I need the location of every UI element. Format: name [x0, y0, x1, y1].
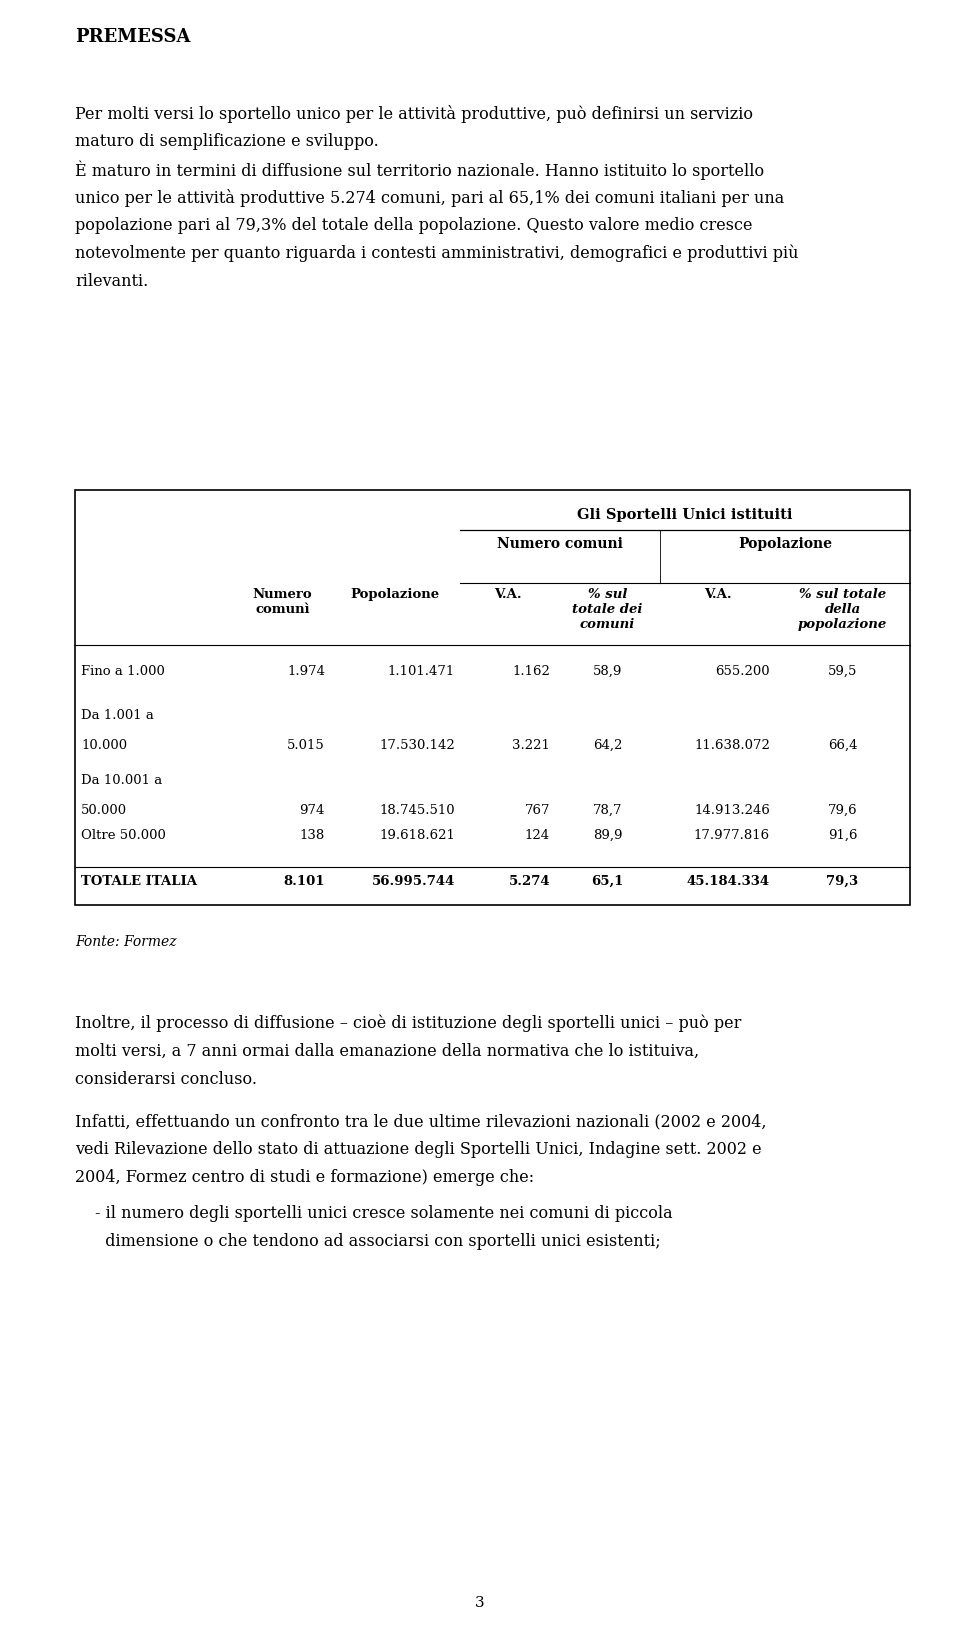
- Text: 19.618.621: 19.618.621: [379, 828, 455, 841]
- Text: 17.530.142: 17.530.142: [379, 738, 455, 751]
- Text: 124: 124: [525, 828, 550, 841]
- Text: Popolazione: Popolazione: [738, 537, 832, 552]
- Text: maturo di semplificazione e sviluppo.: maturo di semplificazione e sviluppo.: [75, 133, 379, 151]
- Text: 10.000: 10.000: [81, 738, 127, 751]
- Text: - il numero degli sportelli unici cresce solamente nei comuni di piccola: - il numero degli sportelli unici cresce…: [95, 1205, 673, 1221]
- Text: 1.101.471: 1.101.471: [388, 665, 455, 678]
- Text: vedi Rilevazione dello stato di attuazione degli Sportelli Unici, Indagine sett.: vedi Rilevazione dello stato di attuazio…: [75, 1141, 761, 1157]
- Text: 79,3: 79,3: [827, 876, 858, 887]
- Text: Gli Sportelli Unici istituiti: Gli Sportelli Unici istituiti: [577, 507, 793, 522]
- Text: % sul totale
della
popolazione: % sul totale della popolazione: [798, 588, 887, 630]
- Text: 767: 767: [524, 804, 550, 817]
- Text: V.A.: V.A.: [493, 588, 521, 601]
- Text: Oltre 50.000: Oltre 50.000: [81, 828, 166, 841]
- Text: 78,7: 78,7: [592, 804, 622, 817]
- Text: dimensione o che tendono ad associarsi con sportelli unici esistenti;: dimensione o che tendono ad associarsi c…: [95, 1233, 660, 1251]
- Text: 89,9: 89,9: [592, 828, 622, 841]
- Text: 59,5: 59,5: [828, 665, 857, 678]
- Text: 64,2: 64,2: [593, 738, 622, 751]
- Text: % sul
totale dei
comuni: % sul totale dei comuni: [572, 588, 642, 630]
- Text: Da 10.001 a: Da 10.001 a: [81, 774, 162, 787]
- Text: Fino a 1.000: Fino a 1.000: [81, 665, 165, 678]
- Text: 5.015: 5.015: [287, 738, 325, 751]
- Text: Infatti, effettuando un confronto tra le due ultime rilevazioni nazionali (2002 : Infatti, effettuando un confronto tra le…: [75, 1113, 766, 1130]
- Text: 45.184.334: 45.184.334: [686, 876, 770, 887]
- Text: 2004, Formez centro di studi e formazione) emerge che:: 2004, Formez centro di studi e formazion…: [75, 1169, 534, 1185]
- Text: 1.162: 1.162: [512, 665, 550, 678]
- Text: Per molti versi lo sportello unico per le attività produttive, può definirsi un : Per molti versi lo sportello unico per l…: [75, 105, 753, 123]
- Text: 8.101: 8.101: [283, 876, 325, 887]
- Text: 5.274: 5.274: [509, 876, 550, 887]
- Text: 3.221: 3.221: [512, 738, 550, 751]
- Text: 65,1: 65,1: [591, 876, 624, 887]
- Text: notevolmente per quanto riguarda i contesti amministrativi, demografici e produt: notevolmente per quanto riguarda i conte…: [75, 246, 799, 262]
- FancyBboxPatch shape: [75, 489, 910, 905]
- Text: unico per le attività produttive 5.274 comuni, pari al 65,1% dei comuni italiani: unico per le attività produttive 5.274 c…: [75, 188, 784, 206]
- Text: 79,6: 79,6: [828, 804, 857, 817]
- Text: 138: 138: [300, 828, 325, 841]
- Text: 17.977.816: 17.977.816: [694, 828, 770, 841]
- Text: rilevanti.: rilevanti.: [75, 273, 148, 290]
- Text: Fonte: Formez: Fonte: Formez: [75, 935, 177, 949]
- Text: popolazione pari al 79,3% del totale della popolazione. Questo valore medio cres: popolazione pari al 79,3% del totale del…: [75, 218, 753, 234]
- Text: Popolazione: Popolazione: [350, 588, 440, 601]
- Text: 974: 974: [300, 804, 325, 817]
- Text: 1.974: 1.974: [287, 665, 325, 678]
- Text: 655.200: 655.200: [715, 665, 770, 678]
- Text: 58,9: 58,9: [593, 665, 622, 678]
- Text: Numero
comunì: Numero comunì: [252, 588, 312, 616]
- Text: 91,6: 91,6: [828, 828, 857, 841]
- Text: 50.000: 50.000: [81, 804, 127, 817]
- Text: 56.995.744: 56.995.744: [372, 876, 455, 887]
- Text: PREMESSA: PREMESSA: [75, 28, 190, 46]
- Text: Inoltre, il processo di diffusione – cioè di istituzione degli sportelli unici –: Inoltre, il processo di diffusione – cio…: [75, 1015, 741, 1033]
- Text: 11.638.072: 11.638.072: [694, 738, 770, 751]
- Text: 3: 3: [475, 1596, 485, 1611]
- Text: 18.745.510: 18.745.510: [379, 804, 455, 817]
- Text: È maturo in termini di diffusione sul territorio nazionale. Hanno istituito lo s: È maturo in termini di diffusione sul te…: [75, 160, 764, 180]
- Text: 66,4: 66,4: [828, 738, 857, 751]
- Text: 14.913.246: 14.913.246: [694, 804, 770, 817]
- Text: TOTALE ITALIA: TOTALE ITALIA: [81, 876, 197, 887]
- Text: Numero comuni: Numero comuni: [497, 537, 623, 552]
- Text: molti versi, a 7 anni ormai dalla emanazione della normativa che lo istituiva,: molti versi, a 7 anni ormai dalla emanaz…: [75, 1043, 699, 1061]
- Text: Da 1.001 a: Da 1.001 a: [81, 709, 154, 722]
- Text: V.A.: V.A.: [704, 588, 732, 601]
- Text: considerarsi concluso.: considerarsi concluso.: [75, 1071, 257, 1089]
